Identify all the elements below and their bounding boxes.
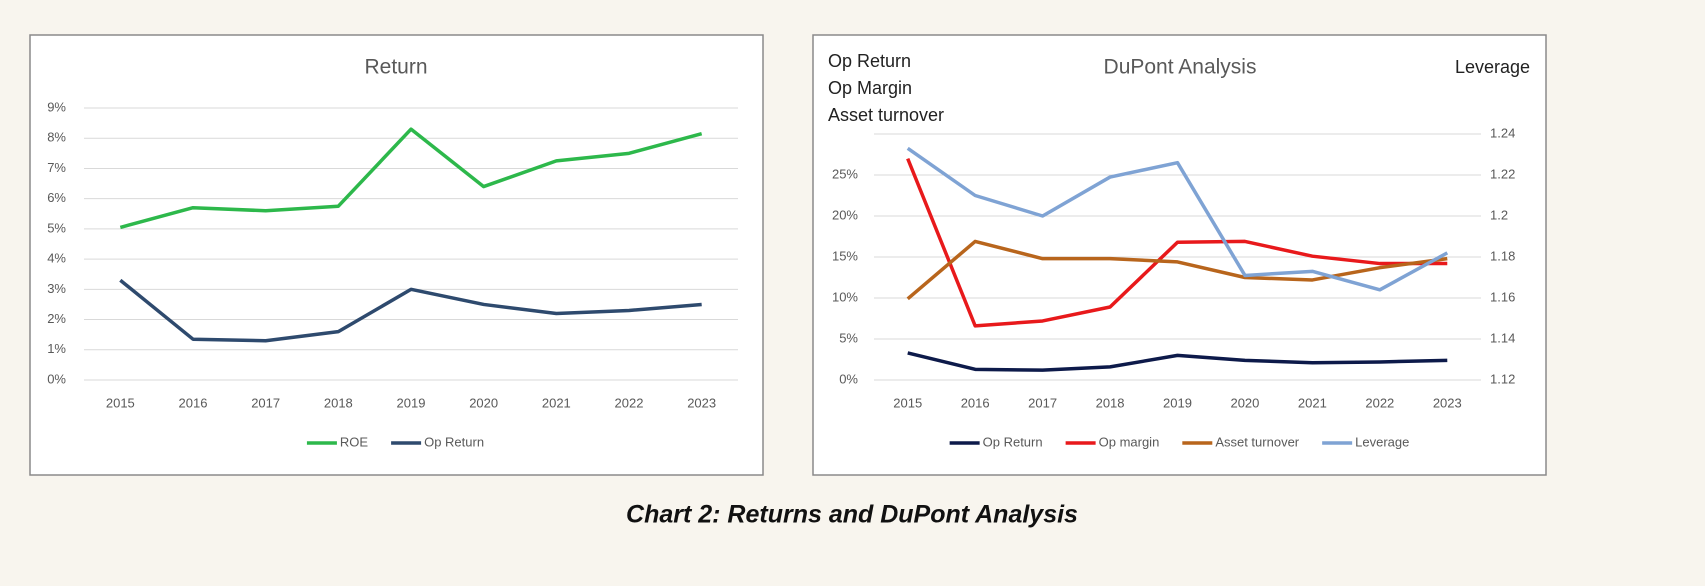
y-tick-label: 0%: [839, 371, 858, 386]
y-tick-label: 20%: [832, 207, 858, 222]
legend-label: ROE: [340, 434, 369, 449]
y-tick-label: 7%: [47, 160, 66, 175]
y-tick-label: 25%: [832, 166, 858, 181]
series-line: [906, 157, 1448, 328]
y-tick-label: 5%: [839, 330, 858, 345]
y-tick-label: 5%: [47, 220, 66, 235]
x-tick-label: 2022: [1365, 395, 1394, 410]
legend-label: Asset turnover: [1215, 434, 1299, 449]
x-tick-label: 2016: [961, 395, 990, 410]
x-tick-label: 2015: [893, 395, 922, 410]
y2-tick-label: 1.14: [1490, 330, 1515, 345]
y-axis-label: Op Margin: [828, 78, 912, 98]
y-tick-label: 3%: [47, 281, 66, 296]
chart-frame: [812, 34, 1547, 476]
x-tick-label: 2023: [1433, 395, 1462, 410]
x-tick-label: 2022: [615, 395, 644, 410]
x-tick-label: 2019: [397, 395, 426, 410]
x-tick-label: 2019: [1163, 395, 1192, 410]
x-tick-label: 2021: [542, 395, 571, 410]
legend-label: Op Return: [424, 434, 484, 449]
y-axis-label: Op Return: [828, 51, 911, 71]
y-tick-label: 4%: [47, 251, 66, 266]
x-tick-label: 2015: [106, 395, 135, 410]
chart-title: DuPont Analysis: [1104, 56, 1257, 79]
y-tick-label: 8%: [47, 130, 66, 145]
y-tick-label: 15%: [832, 248, 858, 263]
y2-tick-label: 1.2: [1490, 207, 1508, 222]
y-tick-label: 0%: [47, 371, 66, 386]
y2-tick-label: 1.16: [1490, 289, 1515, 304]
x-tick-label: 2020: [469, 395, 498, 410]
y-tick-label: 2%: [47, 311, 66, 326]
y-tick-label: 10%: [832, 289, 858, 304]
x-tick-label: 2017: [251, 395, 280, 410]
x-tick-label: 2017: [1028, 395, 1057, 410]
caption: Chart 2: Returns and DuPont Analysis: [626, 501, 1078, 529]
y2-tick-label: 1.22: [1490, 166, 1515, 181]
series-line: [906, 146, 1449, 292]
y-tick-label: 1%: [47, 341, 66, 356]
y2-tick-label: 1.12: [1490, 371, 1515, 386]
y2-tick-label: 1.18: [1490, 248, 1515, 263]
series-line: [906, 239, 1448, 301]
y2-axis-label: Leverage: [1455, 57, 1530, 77]
x-tick-label: 2016: [179, 395, 208, 410]
chart-title: Return: [364, 56, 427, 79]
legend-label: Op Return: [983, 434, 1043, 449]
y-tick-label: 6%: [47, 190, 66, 205]
series-line: [907, 351, 1448, 372]
series-line: [119, 127, 703, 230]
legend-label: Op margin: [1099, 434, 1160, 449]
x-tick-label: 2018: [1096, 395, 1125, 410]
y-tick-label: 9%: [47, 99, 66, 114]
x-tick-label: 2018: [324, 395, 353, 410]
x-tick-label: 2021: [1298, 395, 1327, 410]
x-tick-label: 2020: [1230, 395, 1259, 410]
x-tick-label: 2023: [687, 395, 716, 410]
series-line: [119, 278, 702, 343]
y2-tick-label: 1.24: [1490, 125, 1515, 140]
legend-label: Leverage: [1355, 434, 1409, 449]
y-axis-label: Asset turnover: [828, 105, 944, 125]
